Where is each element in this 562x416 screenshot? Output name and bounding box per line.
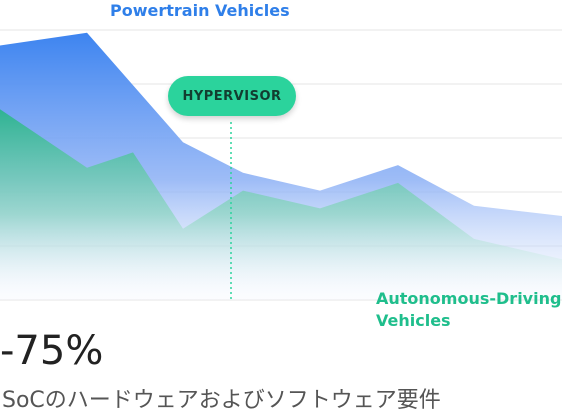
series-area-autonomous — [0, 109, 562, 300]
area-chart — [0, 29, 562, 301]
series-label-autonomous: Autonomous-Driving Vehicles — [376, 289, 562, 330]
caption: SoCのハードウェアおよびソフトウェア要件 — [2, 388, 441, 413]
hypervisor-badge: HYPERVISOR — [168, 76, 296, 116]
series-areas — [0, 32, 562, 301]
series-label-powertrain: Powertrain Vehicles — [110, 1, 290, 20]
stat-value: -75% — [0, 328, 104, 374]
